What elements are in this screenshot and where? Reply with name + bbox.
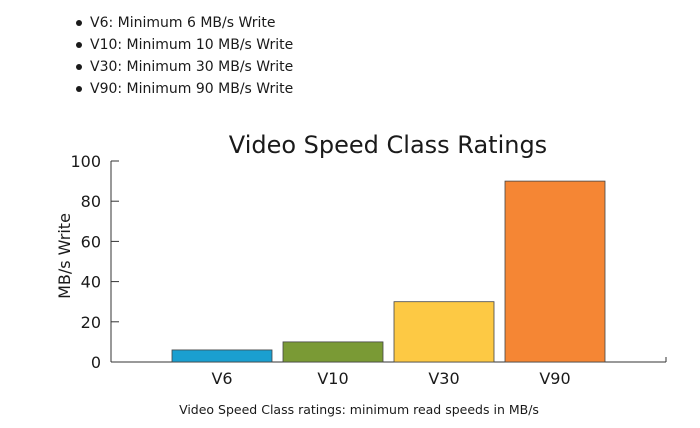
- speed-class-list: V6: Minimum 6 MB/s Write V10: Minimum 10…: [66, 12, 293, 100]
- x-tick-label: V30: [428, 369, 459, 388]
- bar-v30: [393, 301, 495, 363]
- y-tick-label: 80: [81, 192, 101, 211]
- list-item: V90: Minimum 90 MB/s Write: [66, 78, 293, 100]
- y-tick-label: 60: [81, 232, 101, 251]
- y-tick-label: 100: [70, 152, 101, 171]
- list-item-text: V90: Minimum 90 MB/s Write: [90, 81, 294, 97]
- list-item: V10: Minimum 10 MB/s Write: [66, 34, 293, 56]
- bullet-dot: [76, 20, 82, 26]
- list-item-text: V30: Minimum 30 MB/s Write: [90, 59, 294, 75]
- x-tick-labels: V6 V10 V30 V90: [211, 369, 570, 388]
- y-tick-labels: 0 20 40 60 80 100: [70, 152, 119, 372]
- list-item-text: V10: Minimum 10 MB/s Write: [90, 37, 294, 53]
- bar-v6: [171, 349, 273, 363]
- y-tick-label: 40: [81, 273, 101, 292]
- bullet-dot: [76, 64, 82, 70]
- bar-v10: [282, 341, 384, 363]
- y-axis-label: MB/s Write: [55, 213, 74, 299]
- list-item-text: V6: Minimum 6 MB/s Write: [90, 15, 276, 31]
- x-tick-label: V10: [317, 369, 348, 388]
- list-item: V30: Minimum 30 MB/s Write: [66, 56, 293, 78]
- bar-v90: [504, 180, 606, 363]
- y-tick-label: 0: [91, 353, 101, 372]
- x-tick-label: V6: [211, 369, 232, 388]
- bars: [171, 180, 606, 363]
- bullet-dot: [76, 86, 82, 92]
- y-tick-label: 20: [81, 313, 101, 332]
- x-tick-label: V90: [539, 369, 570, 388]
- bullet-dot: [76, 42, 82, 48]
- chart-title: Video Speed Class Ratings: [229, 131, 547, 159]
- list-item: V6: Minimum 6 MB/s Write: [66, 12, 293, 34]
- chart-caption: Video Speed Class ratings: minimum read …: [179, 402, 539, 417]
